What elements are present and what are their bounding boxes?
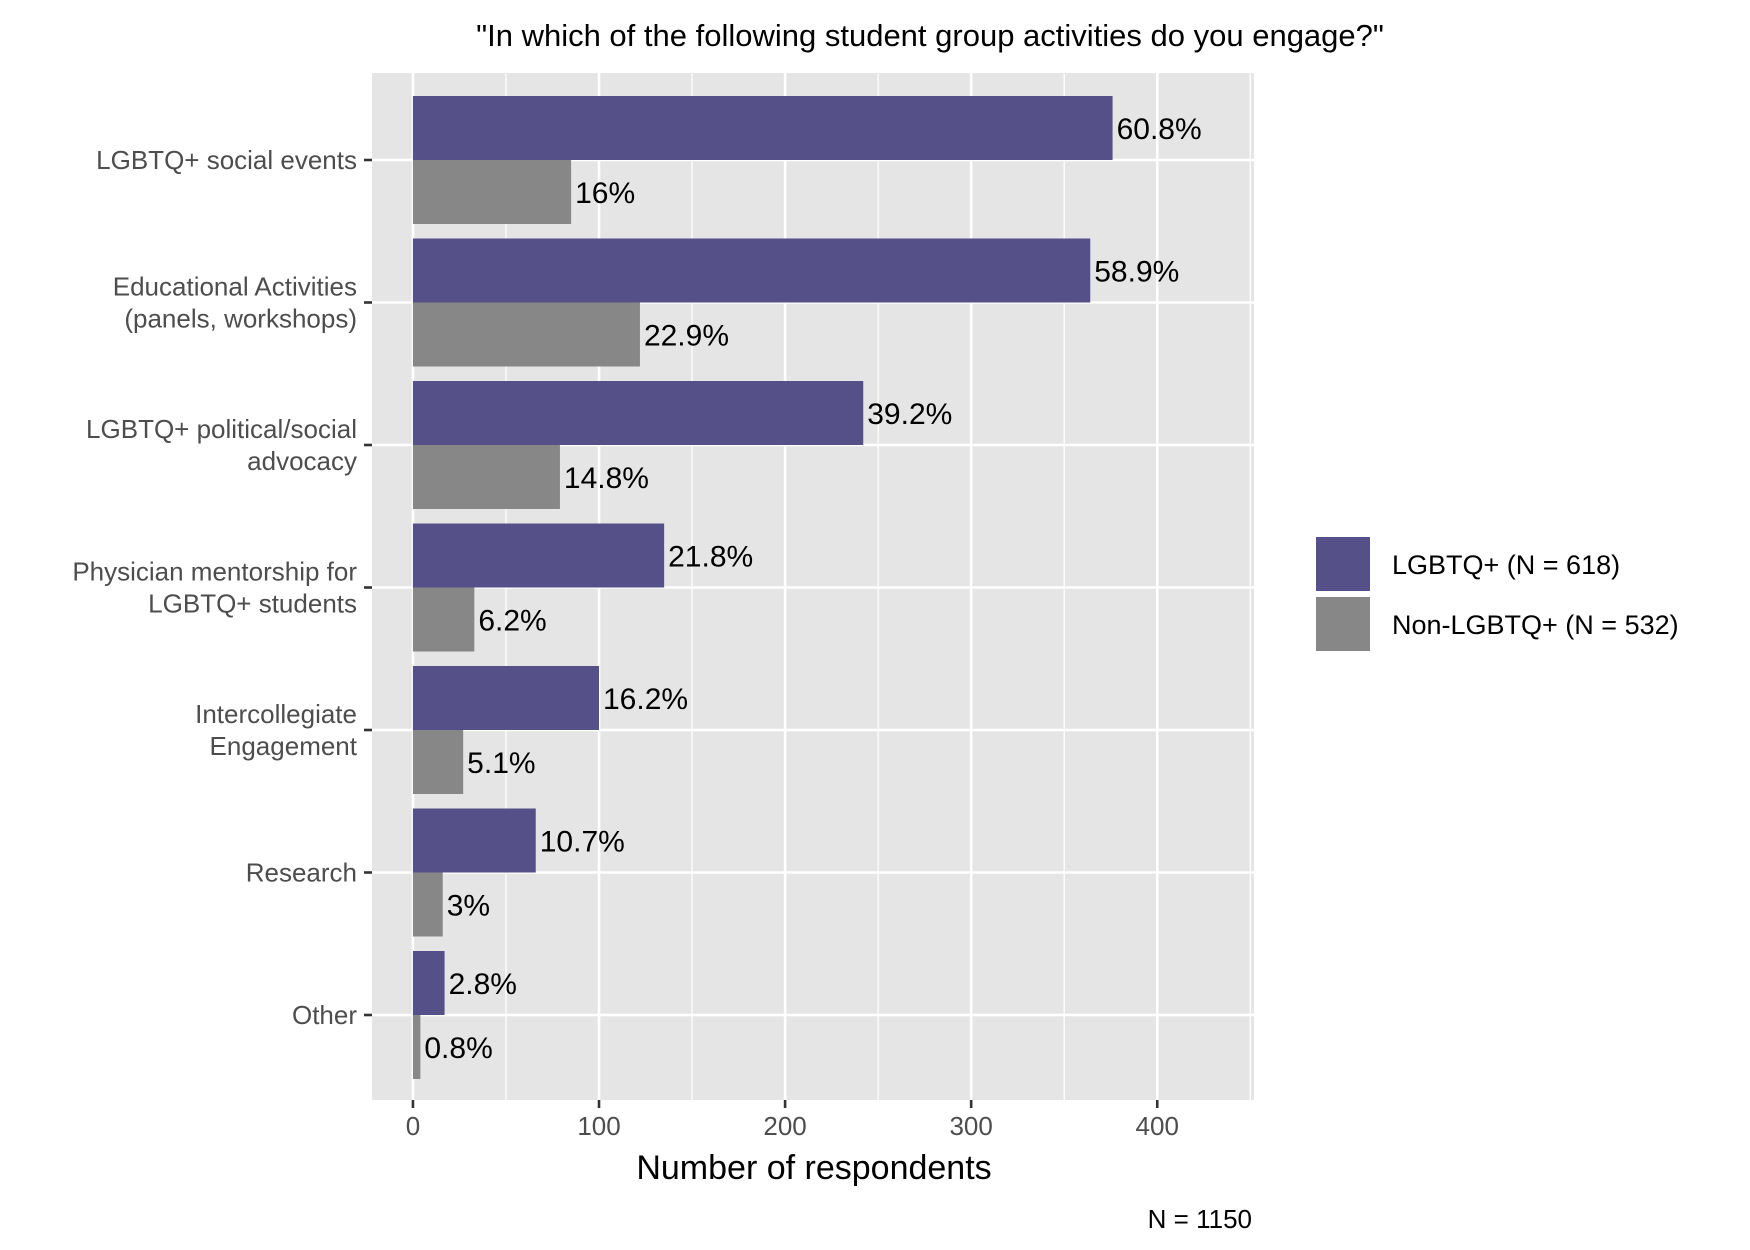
x-tick-label: 100 xyxy=(577,1111,620,1141)
bar xyxy=(412,96,1113,160)
bar xyxy=(412,160,572,224)
chart-title: "In which of the following student group… xyxy=(476,18,1384,53)
caption: N = 1150 xyxy=(1148,1204,1252,1234)
data-label: 58.9% xyxy=(1094,256,1179,289)
category-label: Physician mentorship for xyxy=(72,557,357,587)
bar xyxy=(412,951,445,1015)
axes: LGBTQ+ social events Educational Activiti… xyxy=(72,145,1179,1141)
legend-label: LGBTQ+ (N = 618) xyxy=(1392,550,1620,580)
data-label: 22.9% xyxy=(644,320,729,353)
data-label: 10.7% xyxy=(540,826,625,859)
data-label: 16% xyxy=(575,177,635,210)
data-label: 5.1% xyxy=(467,747,535,780)
bar xyxy=(412,238,1091,303)
x-tick-label: 300 xyxy=(949,1111,992,1141)
legend-label: Non-LGBTQ+ (N = 532) xyxy=(1392,610,1679,640)
data-label: 60.8% xyxy=(1117,113,1202,146)
bar xyxy=(412,1015,421,1079)
category-label: advocacy xyxy=(247,446,357,476)
legend: LGBTQ+ (N = 618) Non-LGBTQ+ (N = 532) xyxy=(1314,535,1679,653)
bar xyxy=(412,445,560,509)
bar xyxy=(412,587,475,652)
x-tick-label: 0 xyxy=(406,1111,420,1141)
data-label: 14.8% xyxy=(564,462,649,495)
bar xyxy=(412,730,464,794)
data-label: 16.2% xyxy=(603,683,688,716)
data-label: 2.8% xyxy=(449,968,517,1001)
category-label: LGBTQ+ students xyxy=(148,589,357,619)
category-label: Other xyxy=(292,1000,357,1030)
x-axis-title: Number of respondents xyxy=(636,1149,991,1187)
category-label: (panels, workshops) xyxy=(124,304,357,334)
bar xyxy=(412,523,665,588)
category-label: Intercollegiate xyxy=(195,699,357,729)
legend-swatch xyxy=(1314,535,1372,593)
legend-swatch xyxy=(1314,595,1372,653)
x-tick-label: 200 xyxy=(763,1111,806,1141)
data-label: 39.2% xyxy=(867,398,952,431)
bar xyxy=(412,808,536,873)
bars: 60.8% 58.9% 39.2% 21.8% 16.2% 10.7% 2.8% 16% 22.… xyxy=(412,96,1202,1079)
bar xyxy=(412,381,864,445)
category-label: Educational Activities xyxy=(113,272,357,302)
bar xyxy=(412,666,600,730)
x-tick-label: 400 xyxy=(1136,1111,1179,1141)
bar xyxy=(412,302,640,367)
category-label: Research xyxy=(246,858,357,888)
data-label: 6.2% xyxy=(478,605,546,638)
category-label: LGBTQ+ political/social xyxy=(86,414,357,444)
data-label: 0.8% xyxy=(424,1032,492,1065)
category-label: Engagement xyxy=(210,731,358,761)
data-label: 3% xyxy=(447,890,490,923)
data-label: 21.8% xyxy=(668,541,753,574)
bar xyxy=(412,872,443,937)
category-label: LGBTQ+ social events xyxy=(96,145,357,175)
